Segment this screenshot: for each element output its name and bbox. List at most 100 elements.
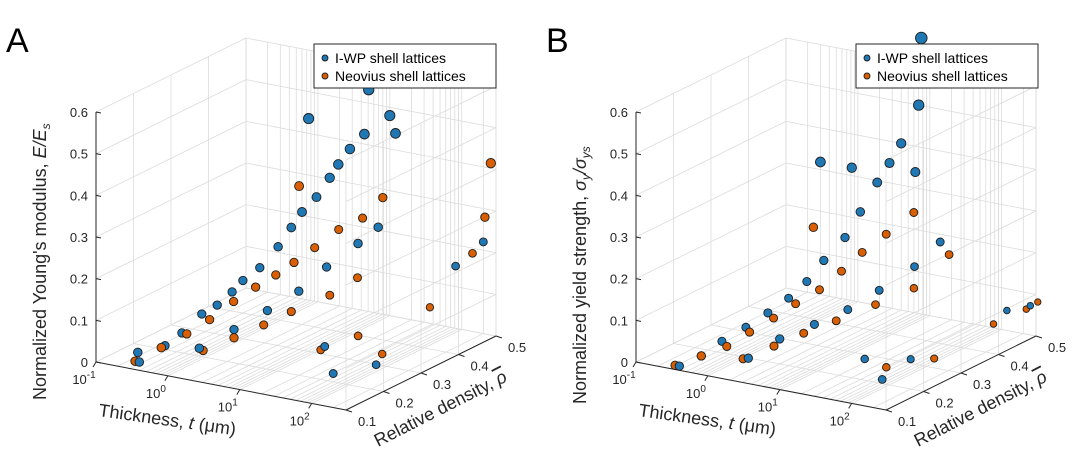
z-tick-label: 0.6 (610, 105, 628, 120)
iwp-data-point (321, 262, 332, 272)
floor-grid-x-minor (117, 291, 268, 367)
floor-grid-x-minor (202, 308, 353, 383)
iwp-data-point (134, 357, 145, 367)
neovius-data-point (229, 333, 239, 343)
panel-b-zlabel: Normalized yield strength, σy/σys (570, 146, 593, 404)
iwp-data-point (303, 113, 315, 125)
iwp-data-point (328, 369, 338, 378)
neovius-data-point (485, 158, 496, 169)
floor-grid-x-minor (751, 309, 902, 385)
neovius-data-point (353, 273, 362, 283)
panel-b-legend-iwp: I-WP shell lattices (877, 50, 988, 66)
z-tick-mark (95, 319, 102, 322)
z-tick-mark (635, 153, 642, 156)
neovius-data-point (837, 266, 846, 276)
floor-grid-x (311, 329, 462, 404)
y-tick-mark (1035, 335, 1043, 339)
z-tick-mark (635, 319, 642, 322)
z-tick-label: 0.4 (70, 188, 88, 203)
panel-a-letter: A (6, 22, 29, 60)
y-tick-label: 0.5 (508, 340, 526, 355)
neovius-data-point (377, 349, 387, 359)
y-tick-mark (458, 354, 465, 357)
x-tick-label: 102 (290, 411, 310, 428)
neovius-data-point (909, 208, 919, 217)
iwp-data-point (910, 167, 921, 178)
panel-a-zlabel: Normalized Young's modulus, E/Es (30, 123, 53, 400)
iwp-data-point (872, 177, 883, 188)
iwp-data-point (1026, 301, 1035, 310)
panel-a-legend-neovius: Neovius shell lattices (335, 68, 466, 84)
floor-grid-x-minor (742, 308, 893, 383)
floor-grid-x-minor (696, 299, 847, 375)
floor-grid-x-minor (130, 294, 281, 369)
z-tick-label: 0.5 (610, 147, 628, 162)
floor-grid-x (779, 315, 930, 390)
floor-grid-x-minor (772, 313, 924, 389)
y-tick-mark (960, 372, 968, 376)
z-tick-mark (635, 236, 642, 239)
neovius-data-point (815, 285, 824, 295)
iwp-data-point (262, 305, 273, 316)
floor-grid-x-minor (813, 321, 965, 397)
neovius-data-point (286, 307, 296, 317)
panel-b-legend-marker-neovius (863, 72, 871, 80)
neovius-data-point (310, 243, 320, 253)
x-tick-label: 102 (830, 411, 850, 428)
y-tick-label: 0.5 (1048, 340, 1066, 355)
x-axis-line (95, 361, 347, 411)
iwp-data-point (896, 138, 907, 149)
iwp-data-point (743, 353, 753, 363)
x-tick-mark (632, 361, 637, 368)
floor-grid-x-minor (801, 319, 952, 395)
x-tick-label: 101 (218, 398, 238, 415)
z-tick-mark (95, 236, 102, 239)
iwp-data-point (913, 99, 925, 111)
neovius-data-point (989, 320, 998, 328)
iwp-data-point (478, 237, 488, 247)
panel-a-grid (95, 37, 497, 411)
x-tick-exponent: 0 (160, 384, 166, 395)
neovius-data-point (799, 328, 809, 338)
iwp-data-point (860, 354, 869, 364)
iwp-data-point (855, 207, 866, 217)
y-tick-mark (495, 335, 503, 339)
x-tick-mark (308, 403, 313, 409)
iwp-data-point (809, 319, 819, 329)
floor-grid-x-minor (289, 324, 441, 400)
neovius-data-point (334, 224, 344, 235)
neovius-data-point (831, 316, 841, 326)
iwp-data-point (910, 262, 919, 271)
iwp-data-point (390, 128, 401, 139)
floor-grid-x (851, 329, 1002, 404)
iwp-data-point (229, 324, 239, 335)
neovius-data-point (769, 313, 779, 323)
iwp-data-point (906, 355, 915, 364)
floor-grid-x-minor (261, 319, 412, 395)
y-tick-mark (885, 409, 893, 413)
panel-a-xlabel: Thickness, t (μm) (97, 400, 237, 439)
y-tick-label: 0.2 (396, 396, 414, 411)
x-tick-exponent: 1 (772, 398, 778, 409)
x-tick-exponent: 2 (304, 411, 310, 422)
z-tick-label: 0.2 (70, 272, 88, 287)
z-tick-mark (635, 111, 642, 114)
z-tick-mark (95, 278, 102, 281)
iwp-data-point (212, 300, 222, 310)
iwp-data-point (273, 242, 283, 252)
iwp-data-point (935, 237, 945, 247)
floor-grid-x-minor (151, 298, 303, 374)
panel-b-legend-marker-iwp (863, 54, 871, 62)
x-tick-mark (92, 361, 97, 368)
y-tick-label: 0.3 (433, 377, 451, 392)
floor-grid-x-minor (757, 311, 909, 386)
neovius-data-point (909, 284, 919, 293)
iwp-data-point (294, 286, 304, 296)
iwp-data-point (373, 222, 383, 232)
y-tick-label: 0.4 (471, 359, 489, 374)
neovius-data-point (156, 342, 167, 353)
neovius-data-point (358, 213, 368, 223)
